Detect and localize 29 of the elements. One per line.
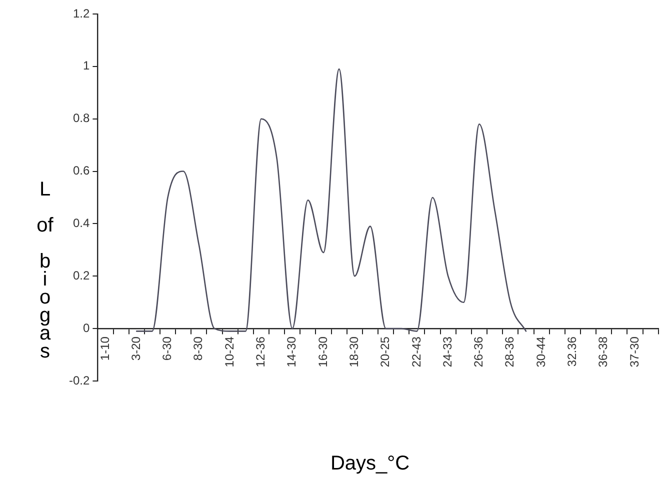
y-tick-label: 1.2 [72,6,90,20]
x-tick-label: 24-33 [440,336,454,368]
x-axis-title: Days_°C [330,452,410,475]
x-tick-label: 32.36 [565,336,580,367]
y-tick-label: -0.2 [68,373,90,388]
x-tick-label: 12-36 [254,336,268,368]
x-tick-label: 26-36 [472,336,486,368]
x-tick-label: 18-30 [346,336,361,368]
y-tick-label: 0.6 [72,164,90,178]
x-tick-label: 10-24 [222,336,236,368]
x-tick-label: 22-43 [409,336,424,368]
y-tick-label: 0.2 [72,268,90,282]
x-tick-label: 30-44 [534,336,548,368]
line-series [136,68,527,332]
y-axis-title: L of biogas [36,178,54,363]
y-tick-label: 0.4 [72,216,90,230]
x-tick-label: 20-25 [378,336,392,368]
y-tick-label: 0.8 [72,111,90,126]
x-tick-label: 8-30 [191,336,206,361]
x-tick-label: 16-30 [316,336,330,368]
x-tick-label: 14-30 [284,336,299,368]
x-tick-label: 28-36 [502,336,517,368]
x-tick-label: 3-20 [128,336,143,361]
y-tick-label: 0 [82,320,90,335]
x-tick-label: 36-38 [596,336,610,368]
x-tick-label: 1-10 [98,336,112,361]
x-tick-label: 6-30 [160,336,174,361]
x-tick-label: 37-30 [627,336,642,368]
y-tick-label: 1 [82,58,90,73]
